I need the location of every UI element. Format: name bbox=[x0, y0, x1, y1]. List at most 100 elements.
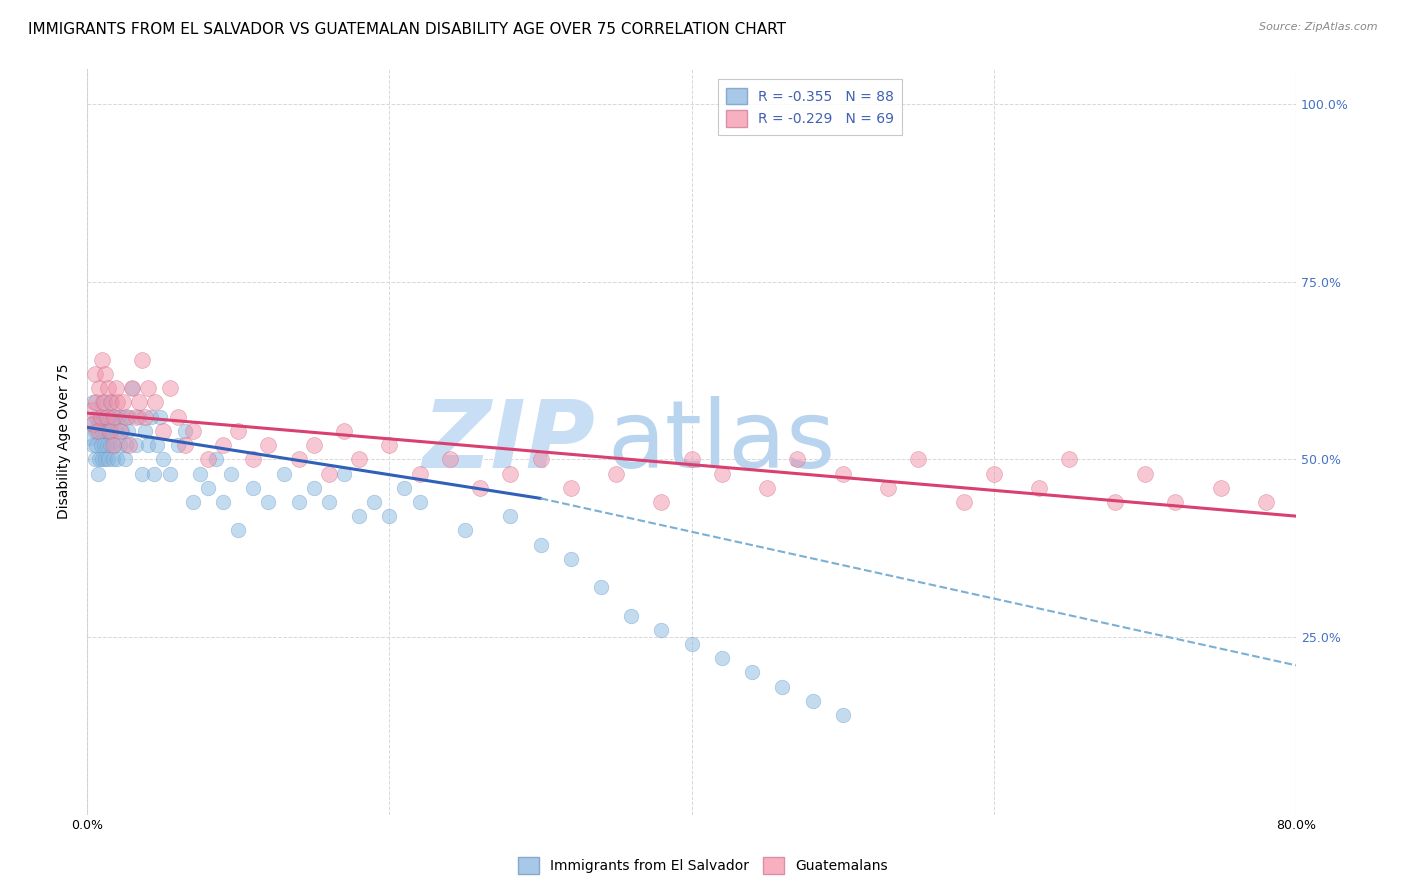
Point bbox=[143, 395, 166, 409]
Point bbox=[152, 424, 174, 438]
Point bbox=[273, 467, 295, 481]
Point bbox=[94, 424, 117, 438]
Point bbox=[142, 467, 165, 481]
Point bbox=[91, 352, 114, 367]
Point bbox=[112, 395, 135, 409]
Point bbox=[83, 367, 105, 381]
Point bbox=[87, 424, 110, 438]
Point bbox=[121, 381, 143, 395]
Point bbox=[103, 438, 125, 452]
Point bbox=[115, 438, 138, 452]
Point bbox=[96, 438, 118, 452]
Point bbox=[242, 452, 264, 467]
Point bbox=[166, 438, 188, 452]
Point bbox=[710, 651, 733, 665]
Point bbox=[90, 438, 112, 452]
Point bbox=[166, 409, 188, 424]
Point bbox=[710, 467, 733, 481]
Point bbox=[378, 509, 401, 524]
Point bbox=[111, 424, 134, 438]
Point bbox=[84, 409, 107, 424]
Point bbox=[98, 438, 121, 452]
Point bbox=[100, 395, 122, 409]
Point bbox=[91, 395, 114, 409]
Point bbox=[1104, 495, 1126, 509]
Point bbox=[952, 495, 974, 509]
Point bbox=[105, 452, 128, 467]
Point bbox=[96, 409, 118, 424]
Point bbox=[91, 424, 114, 438]
Point bbox=[1133, 467, 1156, 481]
Point bbox=[770, 680, 793, 694]
Point bbox=[681, 637, 703, 651]
Point bbox=[620, 608, 643, 623]
Point bbox=[98, 424, 121, 438]
Y-axis label: Disability Age Over 75: Disability Age Over 75 bbox=[58, 364, 72, 519]
Point bbox=[468, 481, 491, 495]
Point bbox=[87, 417, 110, 431]
Point bbox=[650, 623, 672, 637]
Point bbox=[101, 438, 124, 452]
Point bbox=[756, 481, 779, 495]
Point bbox=[134, 424, 156, 438]
Point bbox=[1059, 452, 1081, 467]
Text: Source: ZipAtlas.com: Source: ZipAtlas.com bbox=[1260, 22, 1378, 32]
Point bbox=[84, 395, 107, 409]
Point bbox=[90, 409, 112, 424]
Point bbox=[118, 409, 141, 424]
Point bbox=[159, 381, 181, 395]
Point bbox=[93, 395, 115, 409]
Point bbox=[1164, 495, 1187, 509]
Point bbox=[83, 424, 105, 438]
Point bbox=[80, 402, 103, 417]
Point bbox=[212, 438, 235, 452]
Point bbox=[104, 424, 127, 438]
Point bbox=[145, 438, 167, 452]
Point bbox=[454, 524, 477, 538]
Point bbox=[257, 495, 280, 509]
Point bbox=[115, 409, 138, 424]
Point bbox=[97, 424, 120, 438]
Point bbox=[105, 395, 128, 409]
Point bbox=[152, 452, 174, 467]
Point bbox=[741, 665, 763, 680]
Point bbox=[110, 438, 132, 452]
Point bbox=[983, 467, 1005, 481]
Point bbox=[1254, 495, 1277, 509]
Point bbox=[302, 438, 325, 452]
Point bbox=[136, 381, 159, 395]
Point bbox=[242, 481, 264, 495]
Point bbox=[87, 467, 110, 481]
Point bbox=[174, 438, 197, 452]
Point bbox=[91, 452, 114, 467]
Point bbox=[82, 395, 104, 409]
Point bbox=[197, 481, 219, 495]
Text: ZIP: ZIP bbox=[422, 395, 595, 488]
Point bbox=[318, 495, 340, 509]
Point bbox=[831, 467, 853, 481]
Point bbox=[190, 467, 212, 481]
Point bbox=[100, 424, 122, 438]
Point bbox=[318, 467, 340, 481]
Point bbox=[589, 580, 612, 594]
Point bbox=[128, 395, 150, 409]
Point bbox=[103, 409, 125, 424]
Point bbox=[181, 424, 204, 438]
Point bbox=[439, 452, 461, 467]
Point bbox=[139, 409, 162, 424]
Point bbox=[89, 381, 111, 395]
Point bbox=[499, 467, 522, 481]
Point bbox=[101, 452, 124, 467]
Point bbox=[197, 452, 219, 467]
Point bbox=[1209, 481, 1232, 495]
Point bbox=[560, 551, 582, 566]
Point bbox=[212, 495, 235, 509]
Point bbox=[408, 495, 430, 509]
Point bbox=[681, 452, 703, 467]
Legend: R = -0.355   N = 88, R = -0.229   N = 69: R = -0.355 N = 88, R = -0.229 N = 69 bbox=[717, 79, 903, 136]
Point bbox=[89, 452, 111, 467]
Point bbox=[136, 438, 159, 452]
Point bbox=[97, 381, 120, 395]
Point bbox=[83, 452, 105, 467]
Point bbox=[226, 524, 249, 538]
